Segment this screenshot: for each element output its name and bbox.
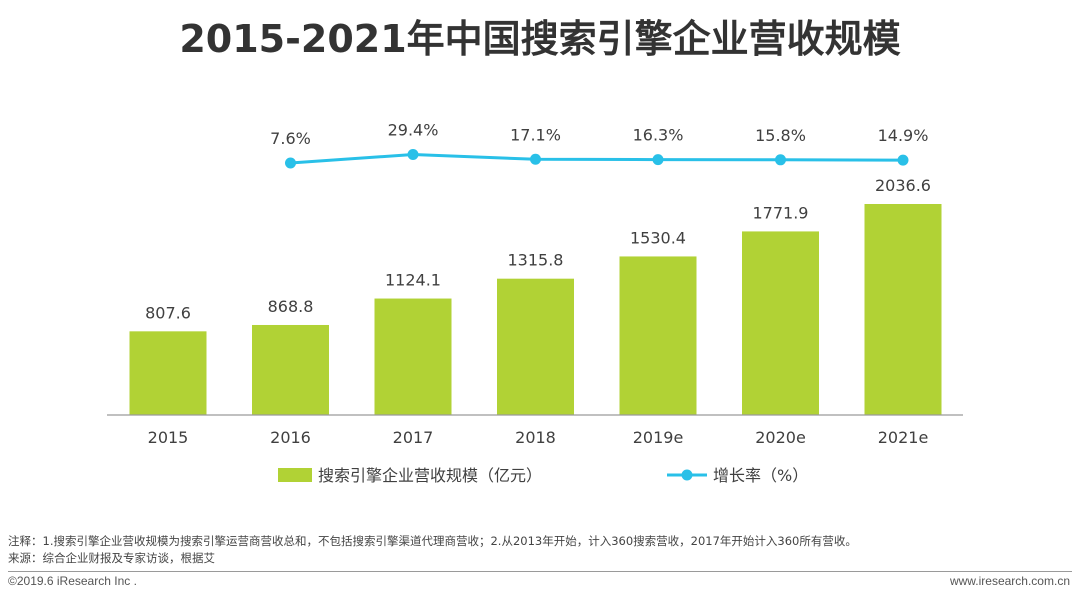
growth-rate-label: 17.1% [510, 125, 561, 144]
x-tick-label: 2021e [878, 428, 929, 447]
growth-rate-point [407, 149, 419, 160]
bar-2017 [374, 298, 452, 415]
bar-value-label: 868.8 [268, 297, 314, 316]
bar-2015 [129, 331, 207, 415]
x-tick-label: 2015 [148, 428, 189, 447]
growth-rate-line [290, 152, 904, 165]
legend-bar-swatch [278, 468, 312, 482]
footnote-source: 来源：综合企业财报及专家访谈，根据艾 [8, 551, 215, 565]
bar-value-label: 1530.4 [630, 228, 686, 247]
bar-2019e [619, 256, 697, 415]
footer-divider [8, 571, 1072, 572]
growth-rate-point [897, 154, 909, 166]
growth-rate-label: 29.4% [388, 121, 439, 140]
x-tick-label: 2019e [633, 428, 684, 447]
chart-area: 807.6 868.8 1124.1 1315.8 1530.4 1771.9 2036.6… [107, 121, 963, 485]
x-tick-label: 2018 [515, 428, 556, 447]
website-link[interactable]: www.iresearch.com.cn [949, 574, 1070, 588]
x-tick-label: 2016 [270, 428, 311, 447]
x-tick-label: 2020e [755, 428, 806, 447]
legend-bar-label: 搜索引擎企业营收规模（亿元） [318, 466, 542, 485]
bar-2018 [497, 278, 574, 415]
growth-rate-label: 15.8% [755, 126, 806, 145]
growth-rate-label: 7.6% [270, 129, 311, 148]
legend-line-marker [681, 469, 693, 481]
bar-value-label: 2036.6 [875, 176, 931, 195]
growth-rate-point [285, 157, 296, 169]
growth-rate-point [775, 154, 786, 166]
growth-rate-label: 14.9% [878, 126, 929, 145]
growth-rate-label: 16.3% [633, 126, 684, 145]
bar-2016 [252, 324, 329, 415]
bar-value-label: 807.6 [145, 303, 191, 322]
copyright-text: ©2019.6 iResearch Inc . [8, 574, 137, 588]
growth-rate-point [530, 153, 541, 165]
growth-rate-point [652, 154, 664, 166]
bar-2020e [742, 231, 819, 415]
footnote-annotation: 注释：1.搜索引擎企业营收规模为搜索引擎运营商营收总和，不包括搜索引擎渠道代理商… [8, 534, 857, 548]
chart-title: 2015-2021年中国搜索引擎企业营收规模 [179, 17, 901, 61]
bar-2021e [864, 204, 942, 415]
bar-value-label: 1315.8 [508, 251, 564, 270]
bar-value-label: 1124.1 [385, 271, 441, 290]
legend-line-label: 增长率（%） [713, 466, 808, 485]
x-tick-label: 2017 [393, 428, 434, 447]
bar-value-label: 1771.9 [753, 203, 809, 222]
